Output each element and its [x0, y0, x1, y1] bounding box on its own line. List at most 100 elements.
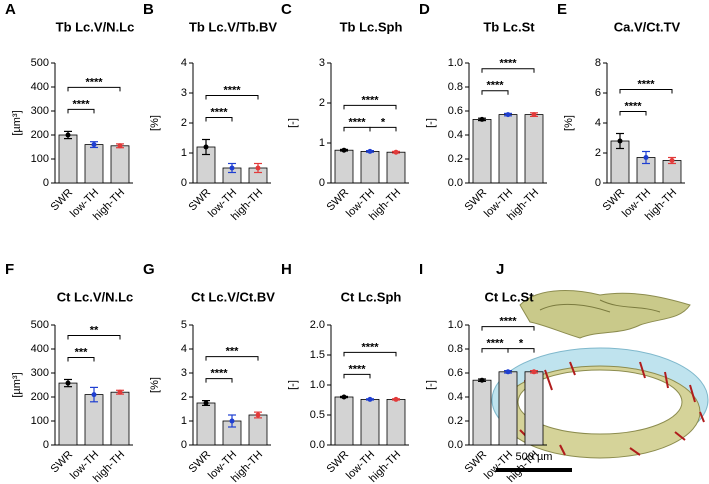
significance-label: ****	[348, 116, 366, 128]
panel-letter: I	[419, 261, 423, 278]
point-color	[117, 143, 123, 149]
bar	[386, 151, 406, 184]
significance-bracket	[343, 373, 371, 379]
point-color	[479, 116, 485, 122]
y-tick-label: 0	[181, 439, 187, 451]
point-color	[255, 165, 261, 171]
y-tick-label: 2.0	[310, 319, 325, 331]
significance-bracket	[481, 68, 535, 73]
significance-bracket	[67, 356, 95, 362]
chart-title: Ct Lc.Sph	[341, 289, 402, 304]
y-tick-label: 0.0	[448, 439, 463, 451]
panel-letter: B	[143, 1, 154, 18]
y-tick-label: 0.8	[448, 343, 463, 355]
point-color	[65, 380, 71, 386]
bar	[498, 371, 518, 446]
bar	[58, 382, 78, 446]
significance-bracket	[205, 378, 233, 383]
y-tick-label: 500	[31, 57, 49, 69]
y-axis-label: [µm³]	[11, 372, 23, 397]
y-tick-label: 6	[595, 87, 601, 99]
point-color	[203, 400, 209, 406]
y-tick-label: 0.4	[448, 129, 463, 141]
bar	[84, 144, 104, 184]
significance-label: ****	[210, 106, 228, 118]
point-color	[367, 148, 373, 154]
y-tick-label: 200	[31, 391, 49, 403]
y-tick-label: 2	[595, 147, 601, 159]
bar	[498, 114, 518, 184]
y-axis-label: [-]	[425, 118, 437, 128]
significance-label: ****	[499, 316, 517, 328]
chart-title: Ct Lc.St	[484, 289, 534, 304]
point-color	[229, 165, 235, 171]
point-color	[393, 149, 399, 155]
bar	[472, 379, 492, 446]
y-tick-label: 0	[43, 439, 49, 451]
y-tick-label: 1.5	[310, 349, 325, 361]
y-axis-label: [%]	[563, 115, 575, 131]
significance-label: ****	[210, 368, 228, 380]
y-tick-label: 0.8	[448, 81, 463, 93]
significance-label: ****	[637, 78, 655, 90]
point-color	[117, 389, 123, 395]
y-tick-label: 1	[319, 137, 325, 149]
significance-bracket	[67, 334, 121, 340]
bar	[196, 402, 216, 446]
panel-letter: E	[557, 1, 567, 18]
y-tick-label: 2	[181, 117, 187, 129]
y-axis-label: [-]	[287, 118, 299, 128]
significance-label: ****	[486, 338, 504, 350]
chart-title: Tb Lc.St	[483, 19, 535, 34]
point-color	[669, 158, 675, 163]
bar	[58, 134, 78, 184]
y-axis-label: [%]	[149, 377, 161, 393]
point-color	[255, 412, 261, 418]
y-tick-label: 0.2	[448, 415, 463, 427]
y-tick-label: 1.0	[448, 319, 463, 331]
bar	[360, 150, 380, 184]
trabecular-detail	[539, 299, 661, 313]
significance-label: ****	[85, 76, 103, 88]
significance-label: ****	[361, 341, 379, 353]
significance-bracket	[481, 326, 535, 331]
point-color	[367, 396, 373, 402]
chart-title: Ca.V/Ct.TV	[614, 19, 681, 34]
point-color	[91, 392, 97, 398]
significance-bracket	[619, 111, 647, 116]
y-tick-label: 300	[31, 367, 49, 379]
y-tick-label: 1.0	[448, 57, 463, 69]
point-color	[65, 132, 71, 138]
y-tick-label: 3	[181, 367, 187, 379]
point-color	[341, 147, 347, 153]
significance-bracket	[67, 108, 95, 114]
bar	[110, 145, 130, 184]
chart-title: Tb Lc.V/N.Lc	[56, 19, 135, 34]
panel-letter: J	[496, 261, 504, 278]
point-color	[531, 112, 537, 118]
significance-label: ****	[361, 94, 379, 106]
y-tick-label: 300	[31, 105, 49, 117]
y-tick-label: 100	[31, 153, 49, 165]
bar	[524, 114, 544, 184]
chart-title: Tb Lc.Sph	[340, 19, 403, 34]
y-tick-label: 5	[181, 319, 187, 331]
point-color	[229, 418, 235, 424]
y-tick-label: 0.0	[310, 439, 325, 451]
y-tick-label: 0	[43, 177, 49, 189]
y-axis-label: [µm³]	[11, 110, 23, 135]
significance-label: ****	[72, 98, 90, 110]
point-color	[341, 394, 347, 400]
point-color	[91, 142, 97, 148]
significance-label: ****	[624, 100, 642, 112]
y-tick-label: 0.5	[310, 409, 325, 421]
y-tick-label: 3	[319, 57, 325, 69]
bar	[110, 391, 130, 446]
bar	[472, 119, 492, 184]
bar	[360, 398, 380, 446]
significance-label: **	[90, 324, 99, 336]
y-tick-label: 0.2	[448, 153, 463, 165]
bar	[334, 396, 354, 446]
bar	[334, 149, 354, 184]
y-tick-label: 0.0	[448, 177, 463, 189]
